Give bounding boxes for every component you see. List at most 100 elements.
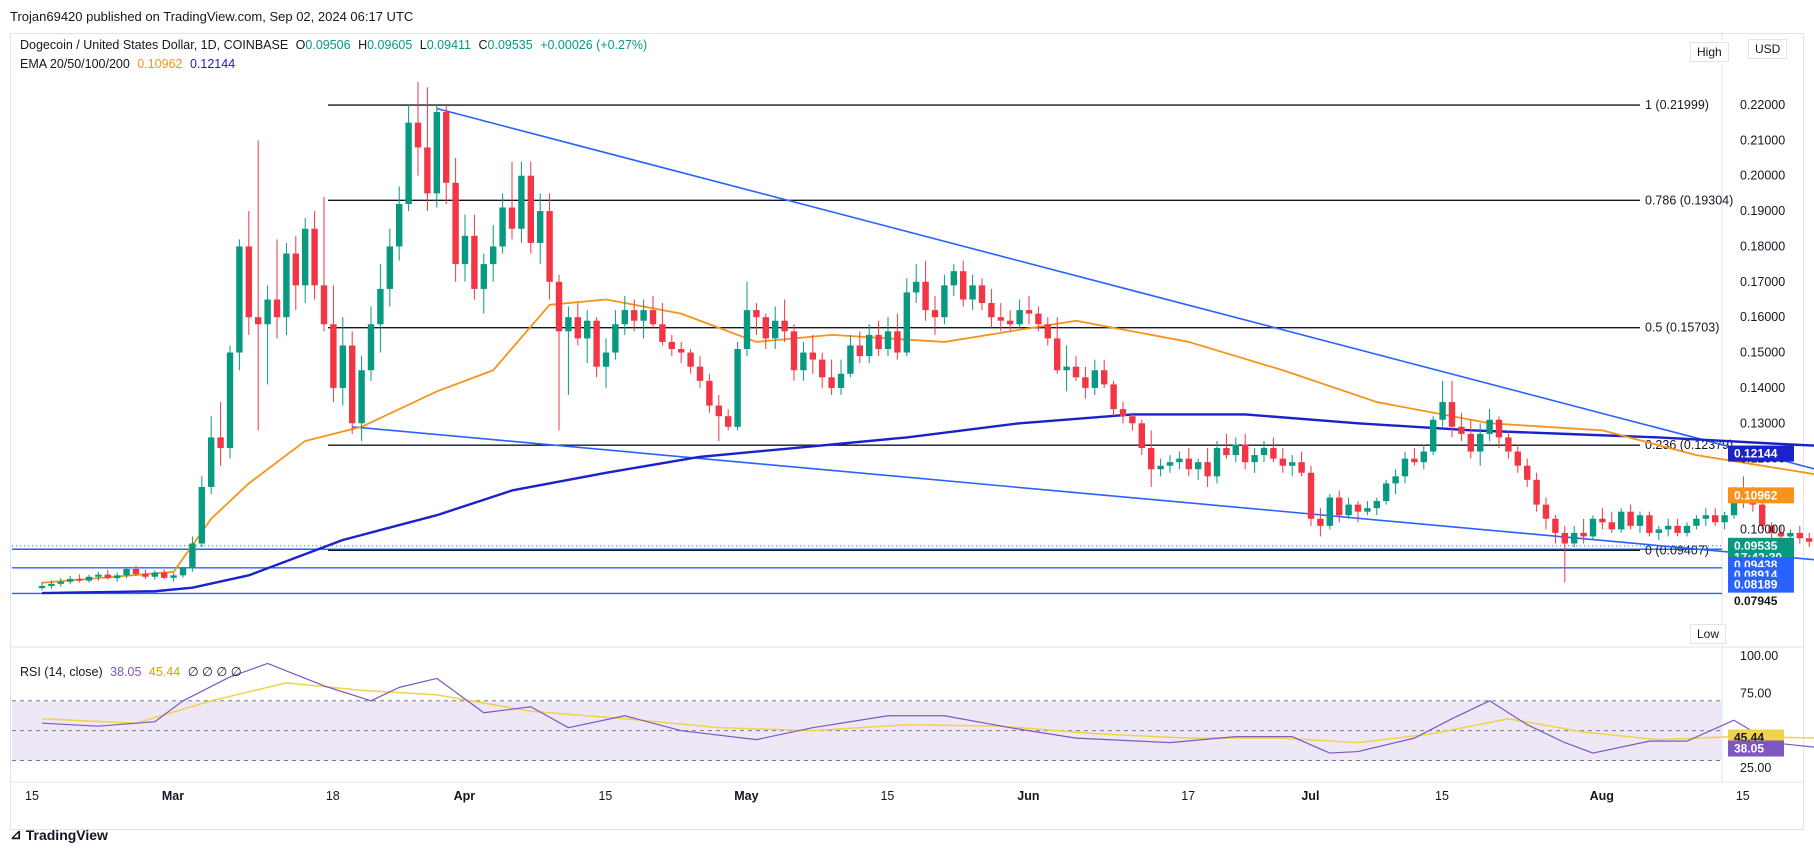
candle-body[interactable] bbox=[743, 310, 751, 350]
candle-body[interactable] bbox=[574, 317, 581, 339]
candle-body[interactable] bbox=[1477, 433, 1484, 452]
candle-body[interactable] bbox=[687, 352, 694, 367]
candle-body[interactable] bbox=[518, 175, 525, 229]
candle-body[interactable] bbox=[104, 574, 111, 579]
candle-body[interactable] bbox=[1627, 511, 1634, 526]
candle-body[interactable] bbox=[1185, 458, 1192, 470]
candle-body[interactable] bbox=[602, 352, 610, 367]
chart-frame[interactable] bbox=[10, 33, 1804, 830]
candle-body[interactable] bbox=[189, 543, 196, 569]
candle-body[interactable] bbox=[1392, 476, 1399, 484]
candle-body[interactable] bbox=[1430, 419, 1437, 452]
candle-body[interactable] bbox=[405, 122, 412, 205]
candle-body[interactable] bbox=[67, 578, 74, 582]
high-button[interactable]: High bbox=[1690, 42, 1729, 62]
candle-body[interactable] bbox=[1571, 532, 1578, 544]
candle-body[interactable] bbox=[170, 575, 177, 578]
candle-body[interactable] bbox=[433, 112, 440, 194]
candle-body[interactable] bbox=[1289, 462, 1296, 466]
candle-body[interactable] bbox=[349, 345, 356, 424]
candle-body[interactable] bbox=[1683, 525, 1691, 533]
candle-body[interactable] bbox=[640, 310, 647, 321]
candle-body[interactable] bbox=[1223, 448, 1230, 456]
candle-body[interactable] bbox=[1336, 497, 1343, 516]
candle-body[interactable] bbox=[1721, 515, 1728, 523]
candle-body[interactable] bbox=[76, 578, 83, 581]
candle-body[interactable] bbox=[1016, 310, 1023, 325]
candle-body[interactable] bbox=[1213, 448, 1221, 477]
candle-body[interactable] bbox=[1439, 402, 1446, 420]
candle-body[interactable] bbox=[1552, 518, 1559, 533]
candle-body[interactable] bbox=[913, 281, 920, 293]
candle-body[interactable] bbox=[1383, 483, 1390, 502]
candle-body[interactable] bbox=[57, 581, 64, 584]
candle-body[interactable] bbox=[1693, 518, 1700, 526]
candle-body[interactable] bbox=[1072, 366, 1080, 378]
candle-body[interactable] bbox=[320, 285, 328, 325]
candle-body[interactable] bbox=[537, 211, 544, 243]
candle-body[interactable] bbox=[997, 317, 1004, 321]
candle-body[interactable] bbox=[1448, 402, 1456, 427]
candle-body[interactable] bbox=[1110, 384, 1117, 410]
candle-body[interactable] bbox=[527, 175, 534, 243]
candle-body[interactable] bbox=[302, 228, 309, 286]
candle-body[interactable] bbox=[264, 299, 271, 325]
candle-body[interactable] bbox=[499, 207, 506, 247]
candle-body[interactable] bbox=[772, 320, 779, 339]
candle-body[interactable] bbox=[1420, 451, 1427, 463]
candle-body[interactable] bbox=[1007, 320, 1014, 325]
candle-body[interactable] bbox=[1787, 532, 1794, 537]
candle-body[interactable] bbox=[226, 352, 234, 449]
candle-body[interactable] bbox=[546, 211, 553, 282]
candle-body[interactable] bbox=[1251, 455, 1258, 463]
candle-body[interactable] bbox=[696, 366, 704, 381]
candle-body[interactable] bbox=[1242, 444, 1249, 463]
candle-body[interactable] bbox=[1636, 515, 1644, 526]
candle-body[interactable] bbox=[1025, 310, 1033, 314]
candle-body[interactable] bbox=[1768, 525, 1775, 533]
candle-body[interactable] bbox=[875, 334, 882, 350]
candle-body[interactable] bbox=[715, 405, 722, 417]
candle-body[interactable] bbox=[424, 147, 431, 194]
candle-body[interactable] bbox=[1796, 532, 1803, 539]
candle-body[interactable] bbox=[1119, 409, 1127, 417]
candle-body[interactable] bbox=[837, 373, 845, 388]
candle-body[interactable] bbox=[142, 573, 149, 577]
candle-body[interactable] bbox=[1054, 338, 1061, 371]
candle-body[interactable] bbox=[1618, 511, 1625, 530]
candle-body[interactable] bbox=[1467, 433, 1474, 452]
candle-body[interactable] bbox=[358, 370, 365, 424]
candle-body[interactable] bbox=[800, 352, 807, 371]
candle-body[interactable] bbox=[1514, 451, 1521, 466]
candle-body[interactable] bbox=[1674, 525, 1681, 533]
candle-body[interactable] bbox=[1401, 458, 1409, 477]
candle-body[interactable] bbox=[621, 310, 628, 325]
candle-body[interactable] bbox=[734, 349, 741, 427]
candle-body[interactable] bbox=[565, 317, 572, 332]
candle-body[interactable] bbox=[1260, 448, 1268, 456]
candle-body[interactable] bbox=[969, 285, 976, 300]
candle-body[interactable] bbox=[245, 246, 252, 318]
candle-body[interactable] bbox=[1806, 538, 1813, 542]
candle-body[interactable] bbox=[894, 331, 901, 353]
candle-body[interactable] bbox=[847, 345, 854, 374]
candle-body[interactable] bbox=[555, 281, 563, 332]
candle-body[interactable] bbox=[443, 112, 450, 183]
candle-body[interactable] bbox=[198, 486, 205, 544]
candle-body[interactable] bbox=[377, 288, 384, 325]
candle-body[interactable] bbox=[132, 568, 140, 574]
candle-body[interactable] bbox=[1157, 465, 1164, 470]
candle-body[interactable] bbox=[386, 246, 393, 289]
candle-body[interactable] bbox=[753, 310, 760, 318]
candle-body[interactable] bbox=[48, 583, 55, 586]
candle-body[interactable] bbox=[1505, 437, 1512, 452]
candle-body[interactable] bbox=[1279, 458, 1286, 466]
candle-body[interactable] bbox=[960, 271, 967, 300]
low-button[interactable]: Low bbox=[1690, 624, 1727, 644]
candle-body[interactable] bbox=[1524, 465, 1531, 480]
candle-body[interactable] bbox=[1486, 419, 1493, 434]
candle-body[interactable] bbox=[725, 416, 732, 427]
candle-body[interactable] bbox=[471, 235, 478, 289]
candle-body[interactable] bbox=[490, 246, 497, 265]
candle-body[interactable] bbox=[1138, 423, 1145, 449]
